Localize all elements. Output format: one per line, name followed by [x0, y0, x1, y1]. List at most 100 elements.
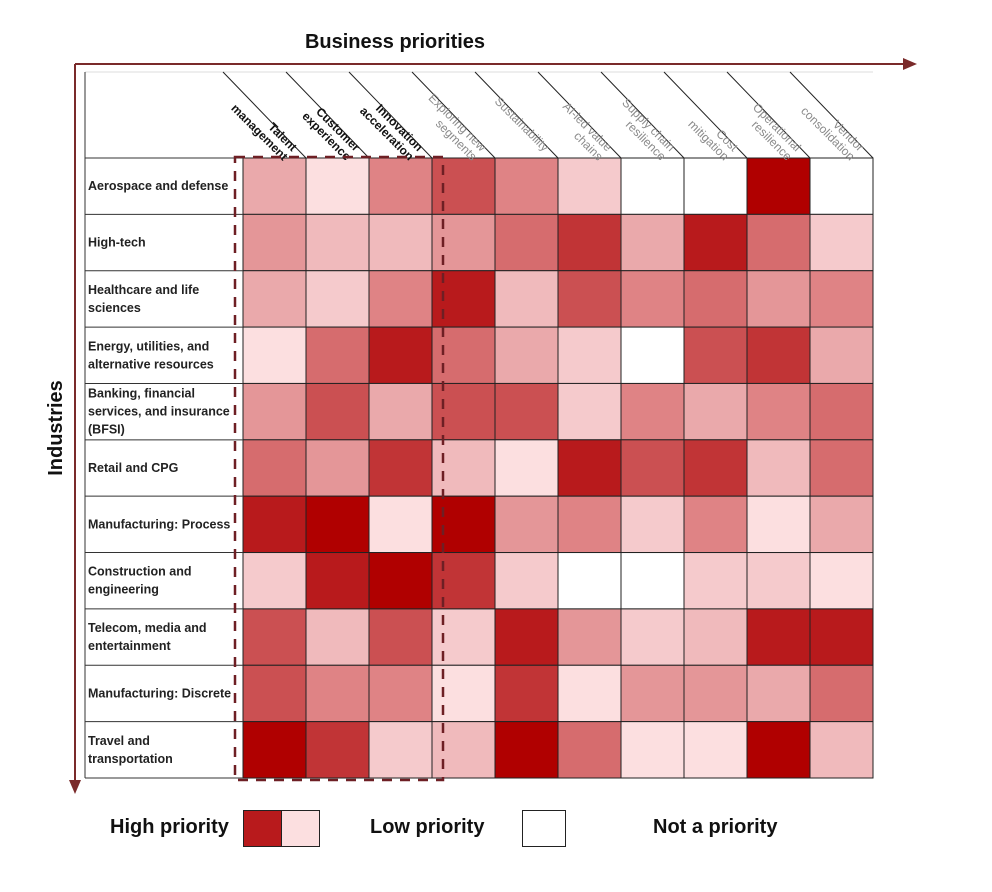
row-label: Energy, utilities, and — [88, 339, 209, 353]
heatmap-cell — [494, 552, 559, 610]
column-header-divider — [474, 71, 559, 159]
heatmap-cell — [242, 270, 307, 328]
row-label: Travel and — [88, 734, 150, 748]
row-label: Construction and — [88, 565, 191, 579]
heatmap-cell — [746, 664, 811, 723]
heatmap-cell — [431, 270, 496, 328]
heatmap-cell — [620, 552, 685, 610]
row-label: services, and insurance — [88, 405, 230, 419]
row-label: transportation — [88, 752, 173, 766]
heatmap-cell — [305, 326, 370, 384]
heatmap-cell — [242, 439, 307, 497]
heatmap-cell — [368, 439, 433, 497]
heatmap-cell — [557, 439, 622, 497]
heatmap-cell — [809, 608, 874, 666]
legend-none-swatch — [522, 810, 566, 847]
heatmap-cell — [746, 326, 811, 384]
heatmap-cell — [305, 439, 370, 497]
row-label: Banking, financial — [88, 387, 195, 401]
heatmap-cell — [431, 608, 496, 666]
heatmap-cell — [242, 382, 307, 441]
heatmap-cell — [683, 721, 748, 779]
row-label: (BFSI) — [88, 423, 125, 437]
highlight-dashed-box — [233, 155, 445, 782]
heatmap-cell — [809, 157, 874, 215]
row-label: Retail and CPG — [88, 461, 178, 475]
heatmap-cell — [620, 157, 685, 215]
row-label: Healthcare and life — [88, 283, 199, 297]
heatmap-cell — [305, 608, 370, 666]
legend-high-label: High priority — [110, 816, 229, 838]
heatmap-cell — [242, 721, 307, 779]
heatmap-cell — [242, 495, 307, 554]
heatmap-cell — [305, 157, 370, 215]
heatmap-cell — [746, 439, 811, 497]
row-label: alternative resources — [88, 357, 214, 371]
heatmap-cell — [431, 495, 496, 554]
heatmap-cell — [683, 664, 748, 723]
heatmap-cell — [746, 552, 811, 610]
heatmap-cell — [431, 157, 496, 215]
heatmap-cell — [620, 326, 685, 384]
heatmap-cell — [557, 326, 622, 384]
heatmap-cell — [242, 326, 307, 384]
heatmap-cell — [683, 552, 748, 610]
heatmap-cell — [431, 382, 496, 441]
legend-high-swatch — [243, 810, 282, 847]
heatmap-cell — [557, 664, 622, 723]
heatmap-cell — [746, 608, 811, 666]
heatmap-cell — [620, 213, 685, 272]
x-axis-label: Business priorities — [305, 31, 485, 53]
heatmap-cell — [305, 213, 370, 272]
heatmap-cell — [431, 721, 496, 779]
row-label: Aerospace and defense — [88, 179, 228, 193]
heatmap-cell — [557, 552, 622, 610]
heatmap-cell — [431, 213, 496, 272]
row-label: entertainment — [88, 639, 171, 653]
heatmap-cell — [368, 382, 433, 441]
heatmap-cell — [368, 608, 433, 666]
heatmap-cell — [746, 495, 811, 554]
heatmap-cell — [620, 270, 685, 328]
heatmap-cell — [494, 721, 559, 779]
column-header-divider — [411, 71, 496, 159]
column-header-divider — [285, 71, 370, 159]
heatmap-cell — [683, 326, 748, 384]
heatmap-cell — [683, 439, 748, 497]
heatmap-cell — [368, 721, 433, 779]
heatmap-cell — [431, 326, 496, 384]
heatmap-cell — [746, 382, 811, 441]
row-label: engineering — [88, 583, 159, 597]
heatmap-cell — [809, 213, 874, 272]
heatmap-cell — [809, 664, 874, 723]
heatmap-cell — [746, 213, 811, 272]
heatmap-cell — [809, 552, 874, 610]
heatmap-cell — [368, 326, 433, 384]
heatmap-cell — [305, 270, 370, 328]
legend-none-label: Not a priority — [653, 816, 778, 838]
heatmap-cell — [305, 552, 370, 610]
x-axis-arrowhead — [903, 58, 917, 70]
heatmap-cell — [368, 664, 433, 723]
heatmap-cell — [305, 664, 370, 723]
heatmap-cell — [809, 270, 874, 328]
row-label: Telecom, media and — [88, 621, 207, 635]
column-header-divider — [663, 71, 748, 159]
heatmap-cell — [557, 213, 622, 272]
heatmap-cell — [242, 157, 307, 215]
heatmap-cell — [620, 721, 685, 779]
y-axis-label: Industries — [45, 380, 67, 476]
heatmap-cell — [242, 608, 307, 666]
heatmap-cell — [368, 270, 433, 328]
heatmap-cell — [746, 157, 811, 215]
heatmap-cell — [557, 382, 622, 441]
heatmap-cell — [746, 721, 811, 779]
column-header-divider — [348, 71, 433, 159]
row-label: Manufacturing: Discrete — [88, 686, 231, 700]
row-label: Manufacturing: Process — [88, 517, 230, 531]
heatmap-cell — [494, 213, 559, 272]
heatmap-cell — [494, 270, 559, 328]
heatmap-cell — [431, 664, 496, 723]
heatmap-cell — [305, 382, 370, 441]
